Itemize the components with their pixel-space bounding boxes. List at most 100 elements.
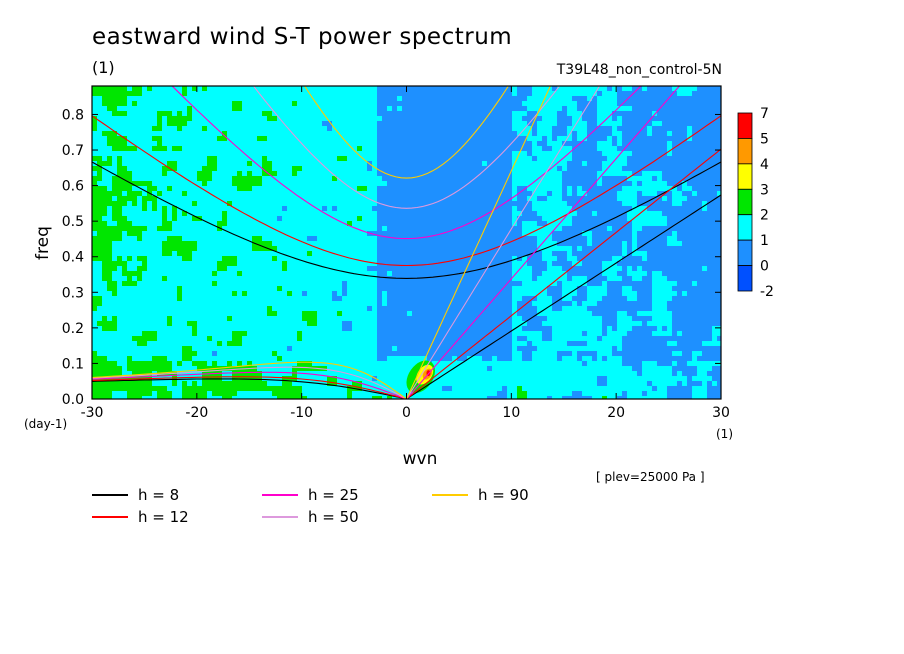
heatmap-cell (552, 216, 558, 222)
heatmap-cell (472, 196, 478, 202)
heatmap-cell (412, 171, 418, 177)
heatmap-cell (487, 246, 493, 252)
heatmap-cell (657, 186, 663, 192)
heatmap-cell (512, 141, 518, 147)
heatmap-cell (417, 106, 423, 112)
heatmap-cell (667, 96, 673, 102)
heatmap-cell (207, 151, 213, 157)
heatmap-cell (557, 201, 563, 207)
heatmap-cell (637, 126, 643, 132)
heatmap-cell (117, 241, 123, 247)
heatmap-cell (292, 141, 298, 147)
heatmap-cell (472, 246, 478, 252)
heatmap-cell (442, 221, 448, 227)
heatmap-cell (617, 211, 623, 217)
heatmap-cell (147, 171, 153, 177)
heatmap-cell (257, 256, 263, 262)
heatmap-cell (607, 181, 613, 187)
heatmap-cell (442, 136, 448, 142)
heatmap-cell (252, 271, 258, 277)
heatmap-cell (222, 281, 228, 287)
heatmap-cell (677, 206, 683, 212)
heatmap-cell (372, 151, 378, 157)
heatmap-cell (592, 271, 598, 277)
heatmap-cell (572, 161, 578, 167)
heatmap-cell (272, 171, 278, 177)
heatmap-cell (462, 166, 468, 172)
heatmap-cell (267, 251, 273, 257)
heatmap-cell (332, 176, 338, 182)
heatmap-cell (622, 171, 628, 177)
heatmap-cell (257, 206, 263, 212)
heatmap-cell (707, 156, 713, 162)
heatmap-cell (692, 181, 698, 187)
heatmap-cell (212, 196, 218, 202)
heatmap-cell (437, 186, 443, 192)
heatmap-cell (532, 121, 538, 127)
heatmap-cell (717, 131, 721, 137)
heatmap-cell (382, 221, 388, 227)
heatmap-cell (387, 206, 393, 212)
heatmap-cell (502, 186, 508, 192)
heatmap-cell (657, 126, 663, 132)
heatmap-cell (467, 186, 473, 192)
heatmap-cell (402, 221, 408, 227)
heatmap-cell (632, 151, 638, 157)
heatmap-cell (172, 171, 178, 177)
heatmap-cell (132, 151, 138, 157)
heatmap-cell (437, 281, 443, 287)
heatmap-cell (457, 241, 463, 247)
heatmap-cell (307, 136, 313, 142)
heatmap-cell (552, 136, 558, 142)
heatmap-cell (282, 101, 288, 107)
heatmap-cell (507, 241, 513, 247)
heatmap-cell (502, 166, 508, 172)
heatmap-cell (372, 221, 378, 227)
heatmap-cell (102, 91, 108, 97)
heatmap-cell (302, 136, 308, 142)
heatmap-cell (537, 141, 543, 147)
heatmap-cell (627, 161, 633, 167)
heatmap-cell (227, 121, 233, 127)
heatmap-cell (612, 146, 618, 152)
heatmap-cell (557, 96, 563, 102)
heatmap-cell (392, 86, 398, 92)
heatmap-cell (577, 206, 583, 212)
heatmap-cell (127, 276, 133, 282)
heatmap-cell (312, 171, 318, 177)
heatmap-cell (467, 156, 473, 162)
heatmap-cell (337, 116, 343, 122)
heatmap-cell (417, 181, 423, 187)
heatmap-cell (282, 91, 288, 97)
heatmap-cell (417, 231, 423, 237)
heatmap-cell (592, 216, 598, 222)
heatmap-cell (407, 161, 413, 167)
heatmap-cell (377, 281, 383, 287)
heatmap-cell (327, 126, 333, 132)
heatmap-cell (507, 161, 513, 167)
heatmap-cell (227, 246, 233, 252)
heatmap-cell (437, 241, 443, 247)
heatmap-cell (332, 166, 338, 172)
heatmap-cell (162, 101, 168, 107)
heatmap-cell (227, 261, 233, 267)
heatmap-cell (477, 176, 483, 182)
heatmap-cell (552, 211, 558, 217)
heatmap-cell (672, 151, 678, 157)
heatmap-cell (512, 111, 518, 117)
heatmap-cell (387, 141, 393, 147)
heatmap-cell (162, 246, 168, 252)
heatmap-cell (342, 236, 348, 242)
heatmap-cell (587, 276, 593, 282)
heatmap-cell (327, 251, 333, 257)
heatmap-cell (197, 261, 203, 267)
heatmap-cell (442, 281, 448, 287)
heatmap-cell (487, 166, 493, 172)
heatmap-cell (227, 96, 233, 102)
heatmap-cell (672, 106, 678, 112)
heatmap-cell (182, 211, 188, 217)
heatmap-cell (542, 231, 548, 237)
heatmap-cell (452, 171, 458, 177)
heatmap-cell (717, 86, 721, 92)
heatmap-cell (147, 231, 153, 237)
